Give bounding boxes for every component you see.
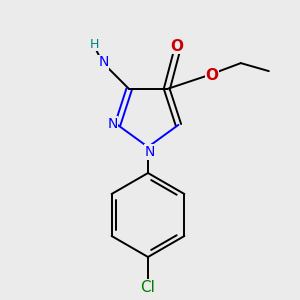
- Text: N: N: [98, 55, 109, 69]
- Text: O: O: [170, 39, 183, 54]
- Text: H: H: [90, 38, 99, 51]
- Text: O: O: [205, 68, 218, 82]
- Text: N: N: [107, 117, 118, 131]
- Text: Cl: Cl: [141, 280, 155, 295]
- Text: N: N: [145, 145, 155, 159]
